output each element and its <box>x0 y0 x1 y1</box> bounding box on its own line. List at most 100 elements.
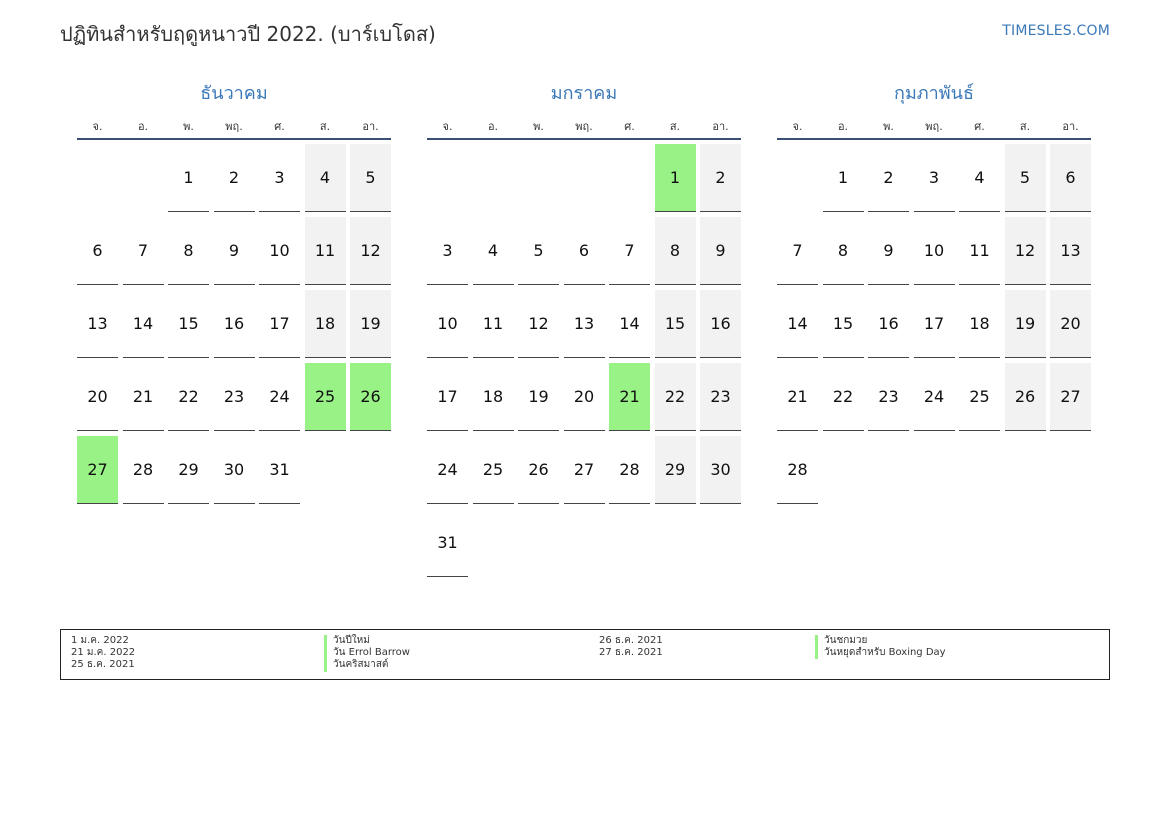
day-cell: 18 <box>304 290 346 358</box>
weekday-label: ส. <box>319 120 331 133</box>
day-cell: 4 <box>959 144 1000 212</box>
empty-cell <box>959 436 1000 504</box>
day-cell: 26 <box>1004 363 1046 431</box>
holiday-legend: 1 ม.ค. 2022 21 ม.ค. 2022 25 ธ.ค. 2021 วั… <box>60 629 1110 680</box>
day-cell: 6 <box>77 217 118 285</box>
day-cell: 20 <box>77 363 118 431</box>
day-cell: 1 <box>654 144 696 212</box>
day-cell: 26 <box>350 363 391 431</box>
day-cell: 7 <box>609 217 650 285</box>
day-cell: 25 <box>304 363 346 431</box>
day-cell: 9 <box>868 217 909 285</box>
day-cell: 5 <box>350 144 391 212</box>
empty-cell <box>609 144 650 212</box>
empty-cell <box>473 509 514 577</box>
day-cell: 16 <box>700 290 741 358</box>
legend-names-left: วันปีใหม่ วัน Errol Barrow วันคริสมาสต์ <box>324 635 410 672</box>
month-january: มกราคม จ. อ. พ. พฤ. ศ. ส. อา. 1 2 3 4 5 6 7 8 9 10 11 12 1… <box>427 80 741 577</box>
day-cell: 13 <box>1050 217 1091 285</box>
day-cell: 8 <box>654 217 696 285</box>
day-cell: 29 <box>654 436 696 504</box>
day-cell: 31 <box>427 509 468 577</box>
month-title: กุมภาพันธ์ <box>894 83 974 104</box>
day-cell: 1 <box>168 144 209 212</box>
day-cell: 25 <box>959 363 1000 431</box>
legend-date: 21 ม.ค. 2022 <box>71 647 136 659</box>
day-cell: 12 <box>518 290 559 358</box>
weekday-header: จ. อ. พ. พฤ. ศ. ส. อา. <box>77 114 391 140</box>
day-cell: 7 <box>777 217 818 285</box>
day-cell: 28 <box>777 436 818 504</box>
day-cell: 2 <box>213 144 255 212</box>
legend-names-right: วันชกมวย วันหยุดสำหรับ Boxing Day <box>815 635 946 660</box>
day-grid: 1 2 3 4 5 6 7 8 9 10 11 12 13 14 15 16 17 18 19 20 21 22 23 24 2… <box>777 144 1091 504</box>
day-cell: 15 <box>168 290 209 358</box>
day-cell: 24 <box>913 363 955 431</box>
legend-dates-left: 1 ม.ค. 2022 21 ม.ค. 2022 25 ธ.ค. 2021 <box>71 635 135 672</box>
weekday-label: ส. <box>669 120 681 133</box>
legend-holiday-name: วันหยุดสำหรับ Boxing Day <box>815 647 946 660</box>
day-cell: 19 <box>350 290 391 358</box>
day-cell: 19 <box>518 363 559 431</box>
day-cell: 5 <box>1004 144 1046 212</box>
day-cell: 11 <box>472 290 514 358</box>
day-cell: 21 <box>122 363 164 431</box>
day-cell: 4 <box>304 144 346 212</box>
weekday-label: อา. <box>712 120 729 133</box>
day-cell: 5 <box>518 217 559 285</box>
day-cell: 25 <box>472 436 514 504</box>
weekday-label: ศ. <box>274 120 285 133</box>
day-cell: 10 <box>913 217 955 285</box>
empty-cell <box>1005 436 1046 504</box>
day-cell: 2 <box>868 144 909 212</box>
day-cell: 11 <box>959 217 1000 285</box>
day-cell: 9 <box>700 217 741 285</box>
weekday-label: พฤ. <box>575 120 593 133</box>
day-cell: 18 <box>959 290 1000 358</box>
day-cell: 27 <box>563 436 605 504</box>
day-cell: 16 <box>213 290 255 358</box>
legend-holiday-name: วันปีใหม่ <box>324 635 410 648</box>
day-cell: 30 <box>213 436 255 504</box>
legend-date: 25 ธ.ค. 2021 <box>71 659 135 671</box>
day-cell: 21 <box>609 363 650 431</box>
empty-cell <box>123 144 164 212</box>
day-cell: 18 <box>472 363 514 431</box>
day-cell: 12 <box>1004 217 1046 285</box>
day-cell: 14 <box>777 290 818 358</box>
empty-cell <box>564 144 605 212</box>
day-cell: 17 <box>259 290 300 358</box>
day-cell: 30 <box>700 436 741 504</box>
day-cell: 27 <box>1050 363 1091 431</box>
empty-cell <box>473 144 514 212</box>
empty-cell <box>518 509 559 577</box>
day-cell: 27 <box>77 436 118 504</box>
day-cell: 6 <box>563 217 605 285</box>
weekday-header: จ. อ. พ. พฤ. ศ. ส. อา. <box>427 114 741 140</box>
day-cell: 16 <box>868 290 909 358</box>
month-december: ธันวาคม จ. อ. พ. พฤ. ศ. ส. อา. 1 2 3 4 5 6 7 8 9 10 11 12… <box>77 80 391 504</box>
legend-holiday-name: วันคริสมาสต์ <box>324 659 410 672</box>
weekday-label: ศ. <box>974 120 985 133</box>
day-cell: 1 <box>822 144 864 212</box>
month-title: ธันวาคม <box>200 83 268 104</box>
day-cell: 15 <box>654 290 696 358</box>
day-grid: 1 2 3 4 5 6 7 8 9 10 11 12 13 14 15 16 17 18 19 20 21 22 23 24 2… <box>427 144 741 577</box>
empty-cell <box>427 144 468 212</box>
day-cell: 8 <box>822 217 864 285</box>
empty-cell <box>914 436 955 504</box>
day-cell: 8 <box>168 217 209 285</box>
brand-link[interactable]: TIMESLES.COM <box>1002 23 1110 39</box>
legend-date: 27 ธ.ค. 2021 <box>599 647 663 659</box>
weekday-label: พฤ. <box>925 120 943 133</box>
day-cell: 28 <box>122 436 164 504</box>
day-cell: 22 <box>654 363 696 431</box>
day-cell: 2 <box>700 144 741 212</box>
weekday-label: พ. <box>883 120 894 133</box>
day-cell: 22 <box>822 363 864 431</box>
weekday-label: อา. <box>1062 120 1079 133</box>
empty-cell <box>609 509 650 577</box>
legend-date: 26 ธ.ค. 2021 <box>599 635 663 646</box>
weekday-label: อา. <box>362 120 379 133</box>
empty-cell <box>305 436 346 504</box>
